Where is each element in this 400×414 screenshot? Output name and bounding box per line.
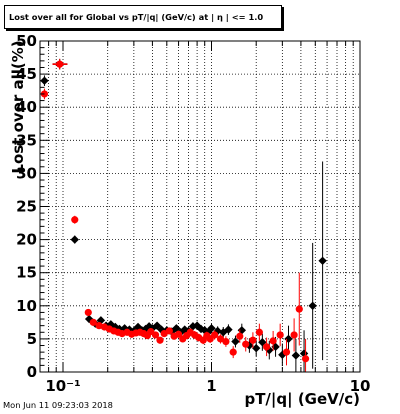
data-point (219, 328, 228, 337)
data-point (308, 301, 317, 310)
y-tick-label: 15 (16, 264, 37, 282)
data-point (229, 348, 237, 356)
y-tick-label: 0 (27, 363, 37, 381)
x-tick-label: 1 (206, 377, 216, 395)
y-tick-label: 40 (16, 98, 37, 116)
data-point (301, 355, 310, 363)
data-point (71, 216, 79, 224)
data-point (318, 256, 327, 265)
data-point (211, 331, 219, 339)
data-point (224, 325, 233, 334)
y-tick-label: 50 (16, 32, 37, 50)
data-point (70, 235, 79, 244)
data-point (196, 324, 206, 334)
y-tick-label: 45 (16, 65, 37, 83)
data-point (252, 343, 261, 353)
y-tick-label: 5 (27, 330, 37, 348)
y-tick-label: 10 (16, 297, 37, 315)
chart-title: Lost over all for Global vs pT/|q| (GeV/… (4, 5, 282, 29)
data-point (263, 343, 271, 351)
data-point (249, 336, 257, 344)
data-point (295, 305, 303, 313)
data-point (56, 60, 64, 68)
data-point (291, 351, 301, 360)
data-point (236, 332, 244, 340)
data-point (89, 318, 97, 326)
data-point (174, 330, 183, 338)
y-tick-label: 30 (16, 164, 37, 182)
data-point (242, 340, 250, 348)
data-point (269, 337, 277, 345)
data-point (216, 335, 225, 343)
y-tick-label: 25 (16, 198, 37, 216)
y-tick-label: 35 (16, 131, 37, 149)
data-point (290, 331, 298, 339)
data-point (276, 331, 284, 339)
y-axis-label: Lost over all(%) (9, 40, 27, 174)
x-tick-label: 10 (350, 377, 371, 395)
data-point (282, 348, 291, 356)
data-point (151, 331, 160, 339)
x-tick-label: 10⁻¹ (45, 377, 80, 395)
data-point (231, 337, 240, 346)
y-tick-label: 20 (16, 231, 37, 249)
timestamp-footer: Mon Jun 11 09:23:03 2018 (3, 400, 113, 410)
data-point (84, 308, 92, 317)
x-axis-label: pT/|q| (GeV/c) (244, 390, 360, 408)
data-point (255, 328, 263, 336)
data-point (207, 324, 216, 333)
data-point (165, 327, 173, 335)
data-point (180, 325, 189, 334)
data-point (156, 336, 164, 344)
data-point (222, 337, 230, 346)
